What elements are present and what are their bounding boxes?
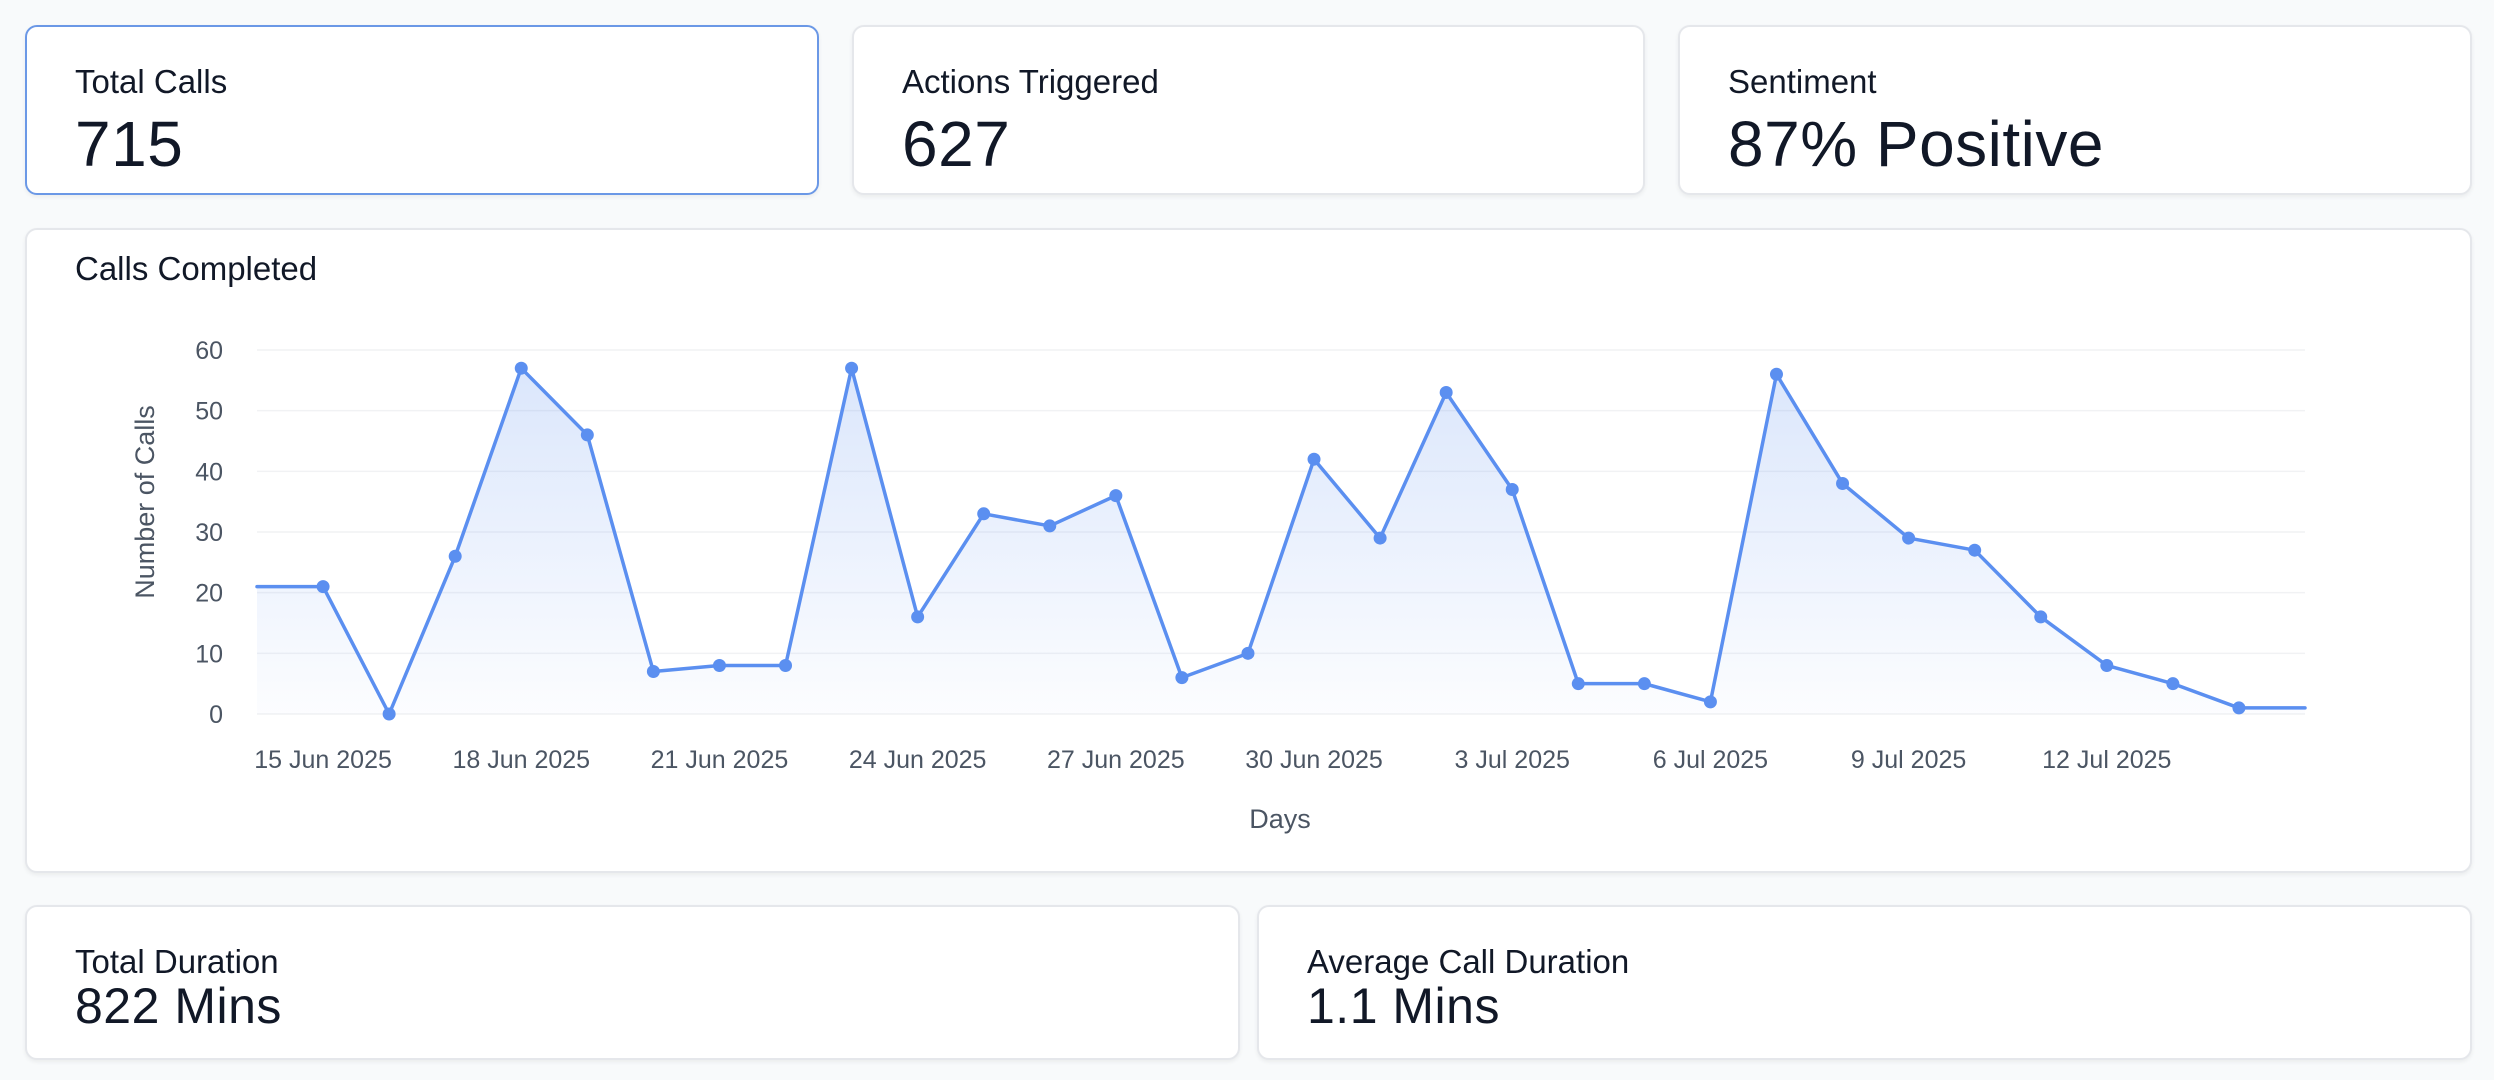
data-point[interactable] [580,428,594,442]
data-point[interactable] [382,707,396,721]
x-tick-label: 18 Jun 2025 [452,746,590,774]
stat-value: 822 Mins [75,978,282,1034]
data-point[interactable] [779,658,793,672]
stat-card-actions-triggered[interactable]: Actions Triggered 627 [852,25,1645,195]
x-tick-label: 30 Jun 2025 [1245,746,1383,774]
stat-label: Actions Triggered [902,63,1159,100]
data-point[interactable] [1968,543,1982,557]
data-point[interactable] [1307,452,1321,466]
chart-title: Calls Completed [75,250,318,287]
data-point[interactable] [1571,677,1585,691]
data-point[interactable] [2232,701,2246,715]
data-point[interactable] [1505,483,1519,497]
data-point[interactable] [1373,531,1387,545]
stat-label: Sentiment [1728,63,1877,100]
data-point[interactable] [1902,531,1916,545]
y-tick-label: 30 [195,519,223,547]
data-point[interactable] [1043,519,1057,533]
data-point[interactable] [1769,367,1783,381]
y-tick-label: 50 [195,398,223,426]
data-point[interactable] [911,610,925,624]
x-tick-label: 3 Jul 2025 [1455,746,1570,774]
data-point[interactable] [977,507,991,521]
data-point[interactable] [1241,646,1255,660]
stat-value: 1.1 Mins [1307,978,1500,1034]
stat-label: Total Duration [75,943,279,980]
stat-value: 87% Positive [1728,108,2104,180]
data-point[interactable] [316,580,330,594]
data-point[interactable] [2034,610,2048,624]
data-point[interactable] [845,361,859,375]
stat-card-total-duration[interactable]: Total Duration 822 Mins [25,905,1240,1060]
stat-card-average-call-duration[interactable]: Average Call Duration 1.1 Mins [1257,905,2472,1060]
stat-value: 627 [902,108,1011,180]
data-point[interactable] [1439,385,1453,399]
y-tick-label: 10 [195,640,223,668]
x-axis-label: Days [1249,804,1311,834]
y-axis-label: Number of Calls [130,405,160,599]
data-point[interactable] [712,658,726,672]
data-point[interactable] [1637,677,1651,691]
series-area [257,368,2305,714]
stat-label: Total Calls [75,63,228,100]
y-tick-label: 20 [195,580,223,608]
data-point[interactable] [2166,677,2180,691]
y-tick-label: 60 [195,337,223,365]
series-line [255,366,2307,716]
stat-value: 715 [75,108,184,180]
x-tick-label: 24 Jun 2025 [849,746,987,774]
data-point[interactable] [1109,489,1123,503]
data-point[interactable] [1175,671,1189,685]
data-point[interactable] [448,549,462,563]
y-tick-label: 0 [209,701,223,729]
y-tick-label: 40 [195,458,223,486]
data-point[interactable] [2100,658,2114,672]
data-point[interactable] [646,665,660,679]
chart-card-calls-completed: Calls Completed 0 10 20 30 40 50 60 15 Jun 202… [25,228,2472,873]
stat-card-total-calls[interactable]: Total Calls 715 [25,25,819,195]
x-tick-label: 27 Jun 2025 [1047,746,1185,774]
x-tick-label: 9 Jul 2025 [1851,746,1966,774]
data-point[interactable] [514,361,528,375]
x-tick-label: 21 Jun 2025 [651,746,789,774]
data-point[interactable] [1836,476,1850,490]
stat-card-sentiment[interactable]: Sentiment 87% Positive [1678,25,2472,195]
calls-completed-chart: 0 10 20 30 40 50 60 15 Jun 2025 18 Jun 2025 21 J… [130,337,2307,834]
stat-label: Average Call Duration [1307,943,1630,980]
x-tick-label: 12 Jul 2025 [2042,746,2171,774]
x-tick-label: 6 Jul 2025 [1653,746,1768,774]
data-point[interactable] [1703,695,1717,709]
x-tick-label: 15 Jun 2025 [254,746,392,774]
